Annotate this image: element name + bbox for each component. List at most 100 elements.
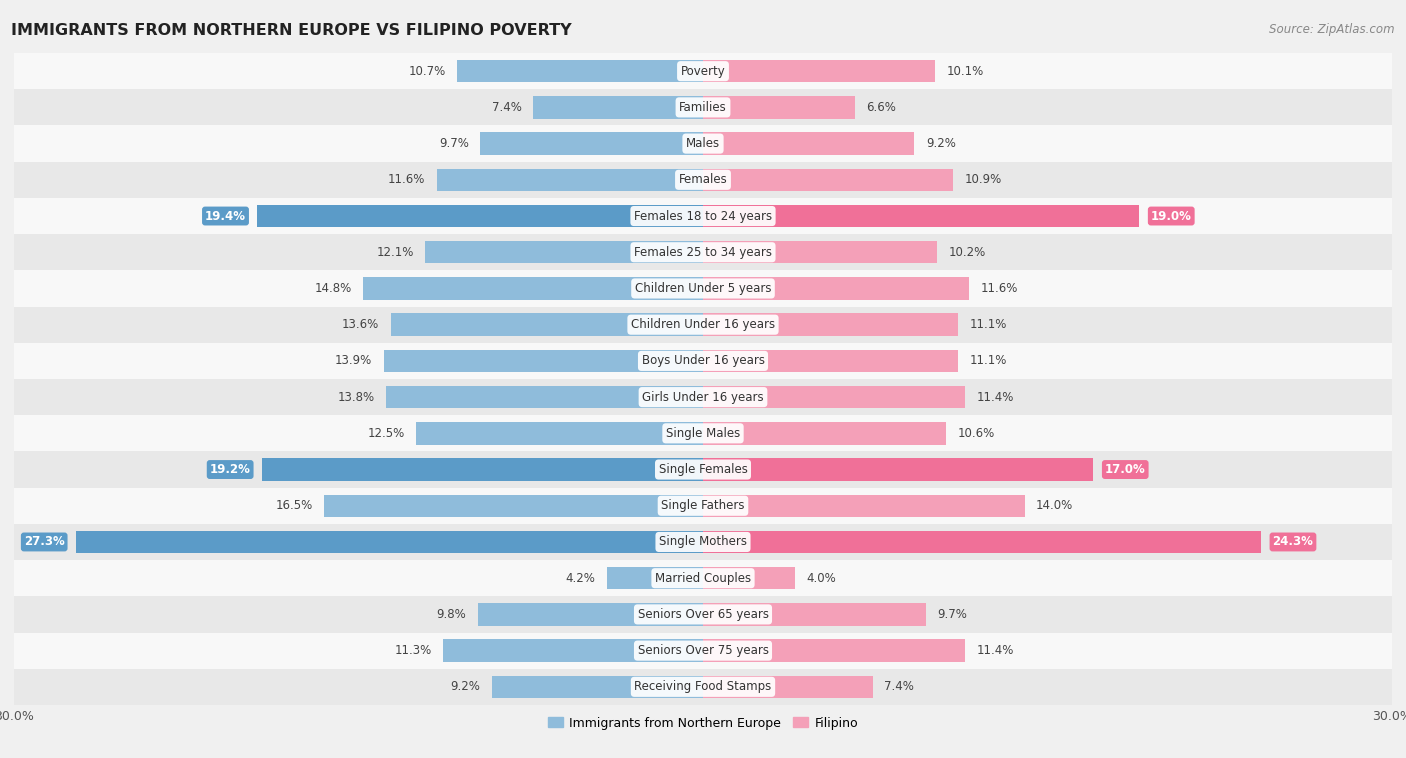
- Text: 9.7%: 9.7%: [439, 137, 468, 150]
- Bar: [703, 459, 1094, 481]
- Bar: [606, 567, 703, 590]
- Text: Boys Under 16 years: Boys Under 16 years: [641, 355, 765, 368]
- Text: Seniors Over 75 years: Seniors Over 75 years: [637, 644, 769, 657]
- Bar: [481, 133, 703, 155]
- Bar: [14, 669, 1392, 705]
- Bar: [14, 452, 1392, 487]
- Text: 10.2%: 10.2%: [949, 246, 986, 258]
- Bar: [14, 161, 1392, 198]
- Text: IMMIGRANTS FROM NORTHERN EUROPE VS FILIPINO POVERTY: IMMIGRANTS FROM NORTHERN EUROPE VS FILIP…: [11, 23, 572, 38]
- Bar: [703, 205, 1139, 227]
- Text: Single Mothers: Single Mothers: [659, 535, 747, 549]
- Text: 17.0%: 17.0%: [1105, 463, 1146, 476]
- Text: 11.4%: 11.4%: [976, 644, 1014, 657]
- Text: Single Fathers: Single Fathers: [661, 500, 745, 512]
- Bar: [703, 603, 925, 625]
- Text: 10.6%: 10.6%: [957, 427, 995, 440]
- Text: Receiving Food Stamps: Receiving Food Stamps: [634, 681, 772, 694]
- Text: Females 25 to 34 years: Females 25 to 34 years: [634, 246, 772, 258]
- Bar: [363, 277, 703, 299]
- Bar: [703, 349, 957, 372]
- Text: 6.6%: 6.6%: [866, 101, 896, 114]
- Text: 24.3%: 24.3%: [1272, 535, 1313, 549]
- Text: 11.4%: 11.4%: [976, 390, 1014, 403]
- Text: 10.9%: 10.9%: [965, 174, 1002, 186]
- Text: 7.4%: 7.4%: [884, 681, 914, 694]
- Bar: [703, 133, 914, 155]
- Text: 14.8%: 14.8%: [315, 282, 352, 295]
- Bar: [478, 603, 703, 625]
- Bar: [437, 168, 703, 191]
- Text: 11.1%: 11.1%: [969, 318, 1007, 331]
- Bar: [14, 597, 1392, 632]
- Text: 19.0%: 19.0%: [1152, 209, 1192, 223]
- Text: 12.1%: 12.1%: [377, 246, 413, 258]
- Bar: [492, 675, 703, 698]
- Legend: Immigrants from Northern Europe, Filipino: Immigrants from Northern Europe, Filipin…: [543, 712, 863, 735]
- Text: 9.2%: 9.2%: [450, 681, 481, 694]
- Text: 9.8%: 9.8%: [437, 608, 467, 621]
- Bar: [416, 422, 703, 444]
- Bar: [14, 271, 1392, 306]
- Text: Seniors Over 65 years: Seniors Over 65 years: [637, 608, 769, 621]
- Bar: [703, 96, 855, 118]
- Bar: [14, 306, 1392, 343]
- Bar: [14, 632, 1392, 669]
- Text: 27.3%: 27.3%: [24, 535, 65, 549]
- Bar: [257, 205, 703, 227]
- Text: Males: Males: [686, 137, 720, 150]
- Bar: [391, 314, 703, 336]
- Text: 11.3%: 11.3%: [395, 644, 432, 657]
- Text: 13.9%: 13.9%: [335, 355, 373, 368]
- Bar: [443, 640, 703, 662]
- Text: Source: ZipAtlas.com: Source: ZipAtlas.com: [1270, 23, 1395, 36]
- Bar: [703, 675, 873, 698]
- Text: 16.5%: 16.5%: [276, 500, 312, 512]
- Bar: [457, 60, 703, 83]
- Text: Children Under 16 years: Children Under 16 years: [631, 318, 775, 331]
- Text: 9.2%: 9.2%: [925, 137, 956, 150]
- Bar: [703, 241, 938, 264]
- Bar: [14, 379, 1392, 415]
- Text: 10.1%: 10.1%: [946, 64, 984, 77]
- Bar: [703, 314, 957, 336]
- Bar: [14, 487, 1392, 524]
- Text: Females: Females: [679, 174, 727, 186]
- Bar: [14, 126, 1392, 161]
- Bar: [14, 415, 1392, 452]
- Bar: [703, 422, 946, 444]
- Bar: [533, 96, 703, 118]
- Text: Single Females: Single Females: [658, 463, 748, 476]
- Text: 19.4%: 19.4%: [205, 209, 246, 223]
- Text: 4.0%: 4.0%: [807, 572, 837, 584]
- Text: Girls Under 16 years: Girls Under 16 years: [643, 390, 763, 403]
- Text: 11.6%: 11.6%: [981, 282, 1018, 295]
- Bar: [703, 640, 965, 662]
- Text: 14.0%: 14.0%: [1036, 500, 1073, 512]
- Text: 12.5%: 12.5%: [367, 427, 405, 440]
- Text: 19.2%: 19.2%: [209, 463, 250, 476]
- Text: Children Under 5 years: Children Under 5 years: [634, 282, 772, 295]
- Text: Single Males: Single Males: [666, 427, 740, 440]
- Bar: [703, 60, 935, 83]
- Bar: [387, 386, 703, 409]
- Text: 13.8%: 13.8%: [337, 390, 374, 403]
- Bar: [703, 494, 1025, 517]
- Bar: [14, 53, 1392, 89]
- Bar: [14, 89, 1392, 126]
- Text: 4.2%: 4.2%: [565, 572, 595, 584]
- Text: 7.4%: 7.4%: [492, 101, 522, 114]
- Bar: [323, 494, 703, 517]
- Bar: [76, 531, 703, 553]
- Text: Married Couples: Married Couples: [655, 572, 751, 584]
- Text: 9.7%: 9.7%: [938, 608, 967, 621]
- Bar: [14, 234, 1392, 271]
- Bar: [703, 168, 953, 191]
- Bar: [14, 524, 1392, 560]
- Bar: [384, 349, 703, 372]
- Text: 11.6%: 11.6%: [388, 174, 425, 186]
- Text: Females 18 to 24 years: Females 18 to 24 years: [634, 209, 772, 223]
- Text: Poverty: Poverty: [681, 64, 725, 77]
- Bar: [14, 560, 1392, 597]
- Bar: [262, 459, 703, 481]
